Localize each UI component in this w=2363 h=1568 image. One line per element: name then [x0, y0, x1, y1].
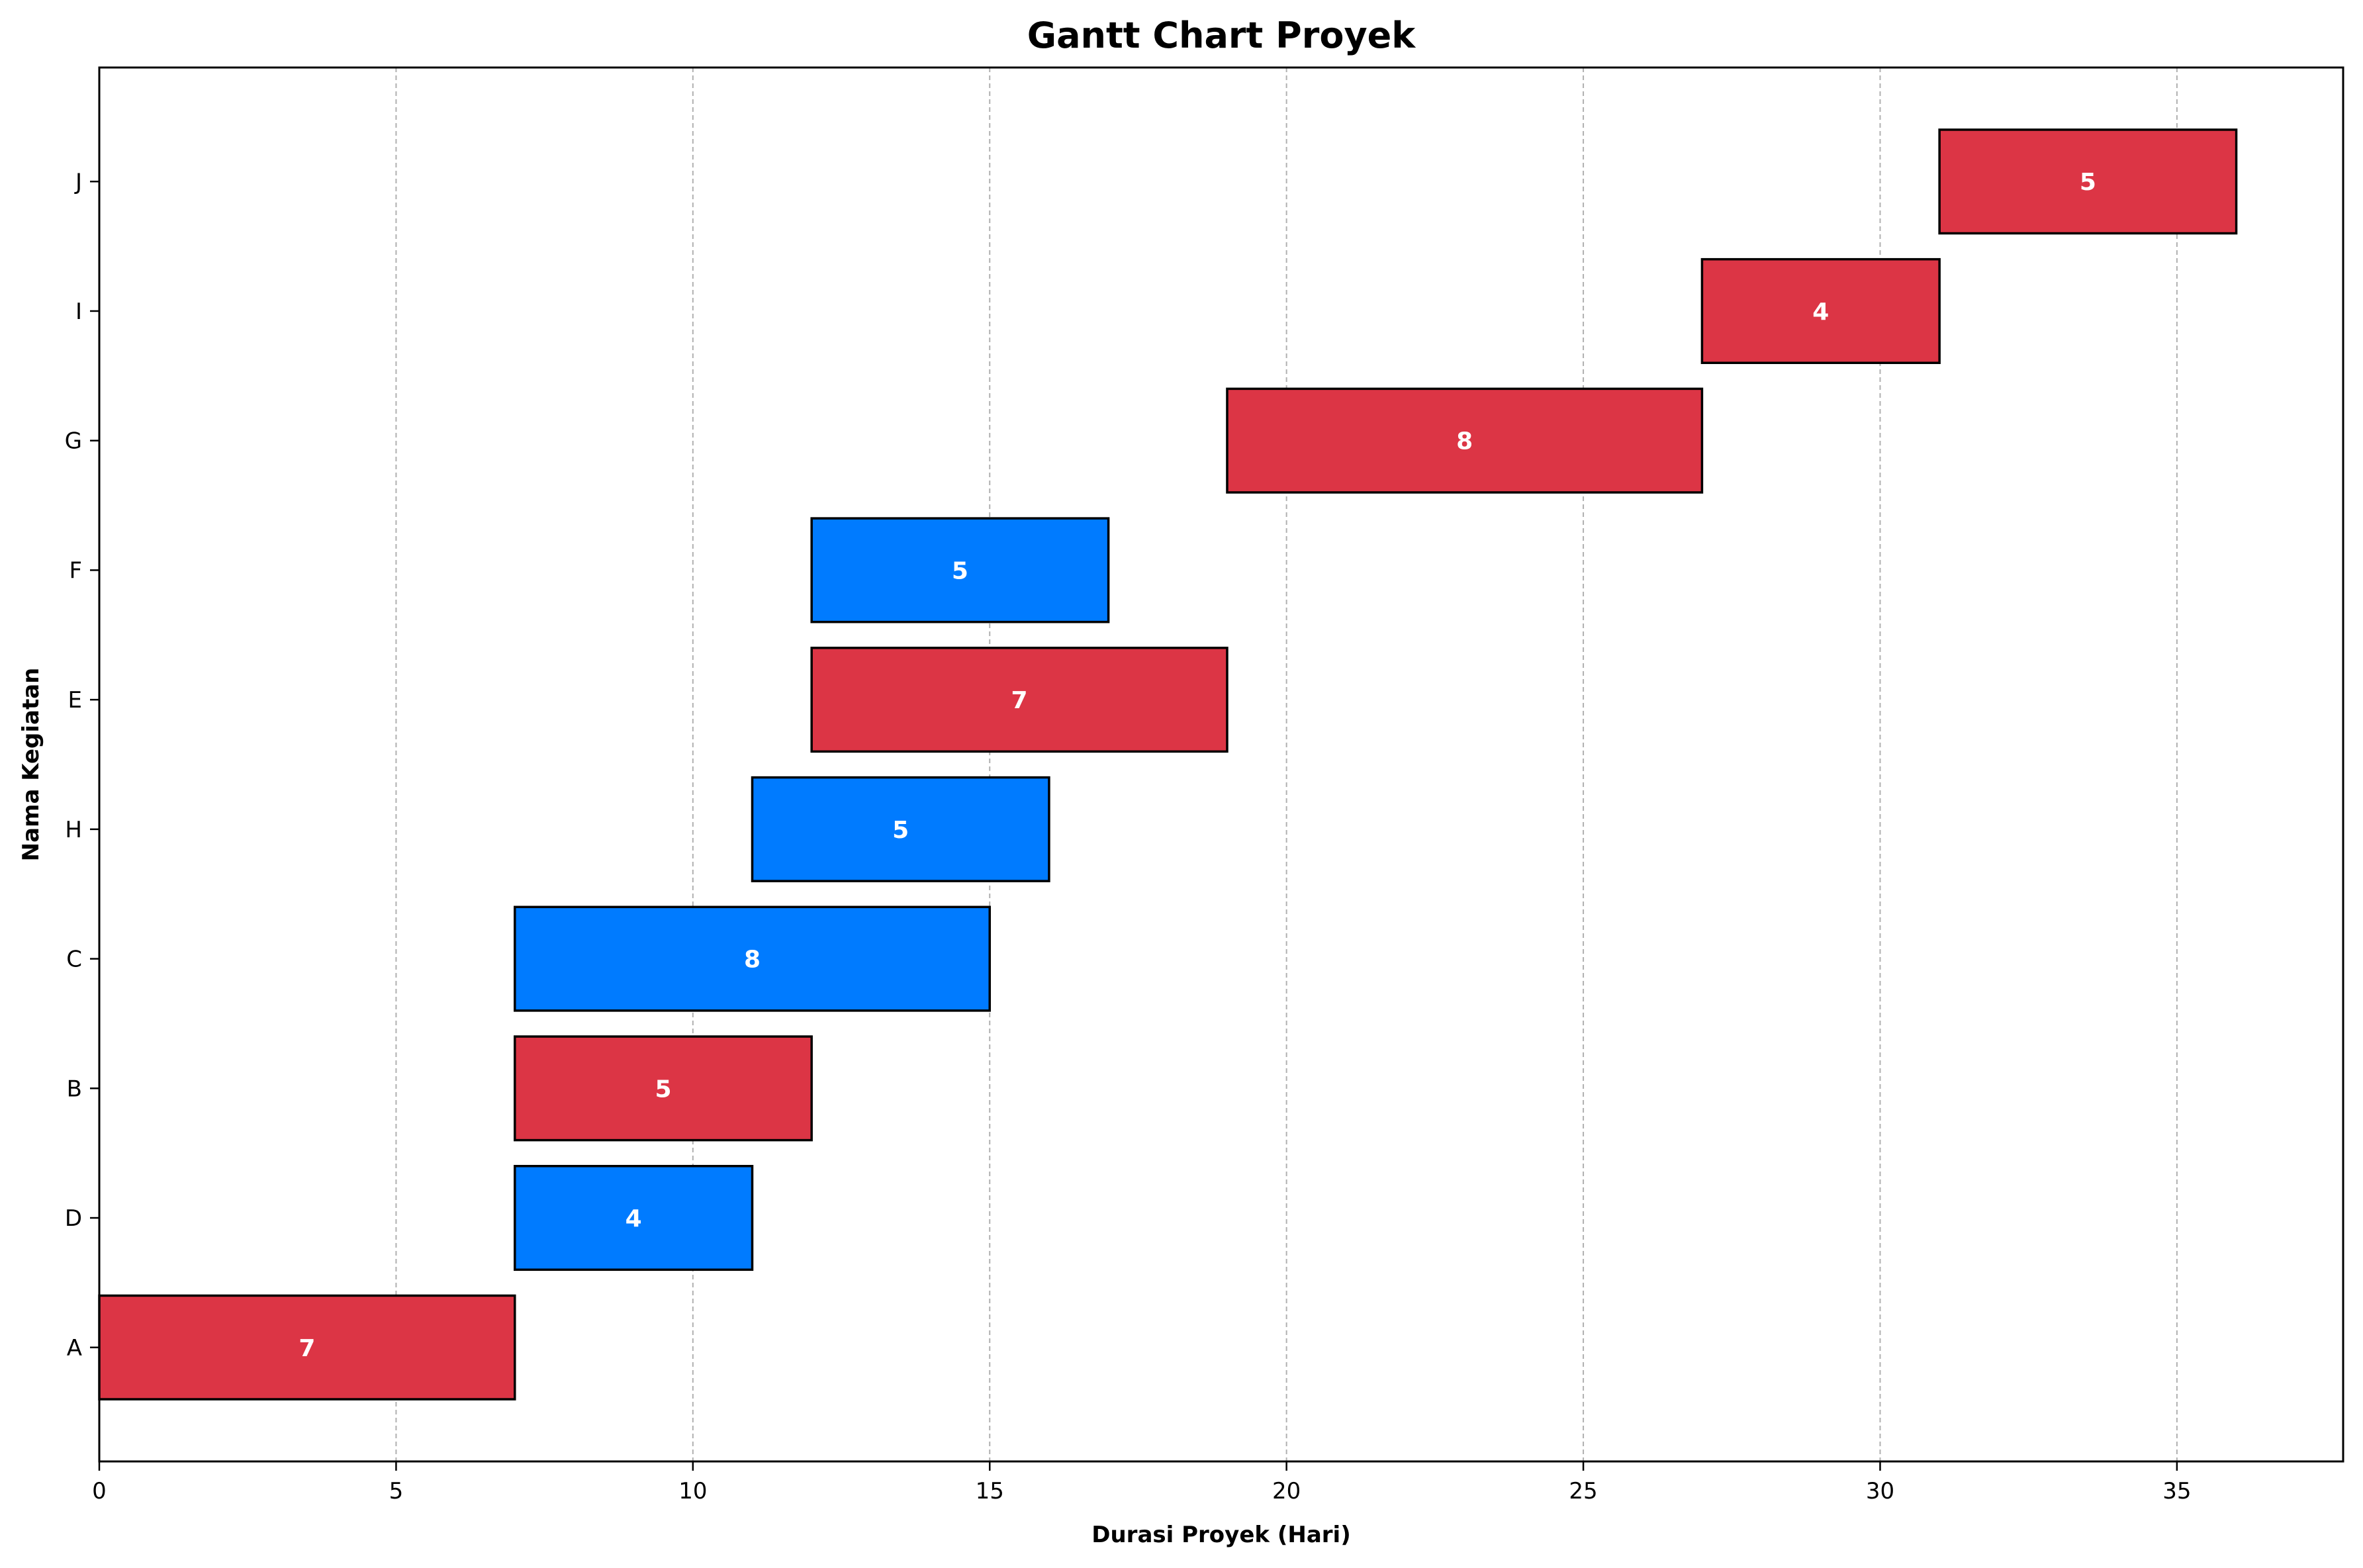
bar-label-C: 8	[744, 946, 761, 974]
bar-F	[810, 517, 1110, 623]
y-tick-label-C: C	[66, 946, 82, 973]
ticks-layer: 0 5 10 15 20 25 30 35 A D B C H E F G I J	[65, 169, 2192, 1504]
y-tick-label-I: I	[75, 299, 82, 325]
x-tick-label: 5	[389, 1478, 404, 1504]
bar-D	[514, 1164, 754, 1271]
y-axis-label: Nama Kegiatan	[18, 668, 44, 862]
bar-J	[1938, 128, 2238, 235]
x-tick-label: 10	[678, 1478, 707, 1504]
x-tick-label: 25	[1569, 1478, 1597, 1504]
bar-I	[1700, 257, 1941, 365]
x-tick-label: 20	[1272, 1478, 1301, 1504]
bar-label-B: 5	[655, 1076, 671, 1103]
bar-label-I: 4	[1812, 299, 1829, 326]
y-tick-label-J: J	[74, 169, 82, 195]
bars-layer: 7 4 5 8 5 7 5 8 4 5	[98, 128, 2238, 1401]
bar-C	[514, 905, 991, 1012]
y-tick-label-A: A	[67, 1335, 82, 1361]
chart-title: Gantt Chart Proyek	[1027, 15, 1416, 56]
bar-A	[98, 1294, 516, 1401]
x-tick-label: 35	[2162, 1478, 2191, 1504]
x-axis-label: Durasi Proyek (Hari)	[1091, 1522, 1350, 1548]
x-tick-label: 0	[92, 1478, 107, 1504]
plot-frame	[98, 66, 2344, 1463]
x-tick-label: 30	[1866, 1478, 1894, 1504]
y-tick-label-H: H	[65, 817, 82, 843]
bar-B	[514, 1035, 813, 1142]
bar-label-A: 7	[299, 1335, 315, 1362]
x-tick-label: 15	[976, 1478, 1004, 1504]
bar-E	[810, 647, 1228, 753]
bar-H	[751, 776, 1050, 882]
y-tick-label-E: E	[68, 687, 82, 714]
y-tick-label-G: G	[65, 428, 82, 455]
bar-label-G: 8	[1456, 428, 1473, 455]
bar-label-E: 7	[1011, 687, 1028, 714]
y-tick-label-B: B	[67, 1076, 82, 1102]
bar-G	[1226, 387, 1704, 494]
bar-label-F: 5	[952, 557, 968, 584]
bar-label-J: 5	[2080, 169, 2096, 196]
bar-label-D: 4	[626, 1205, 642, 1232]
y-tick-label-D: D	[65, 1205, 82, 1232]
y-tick-label-F: F	[69, 557, 82, 584]
bar-label-H: 5	[892, 817, 909, 844]
